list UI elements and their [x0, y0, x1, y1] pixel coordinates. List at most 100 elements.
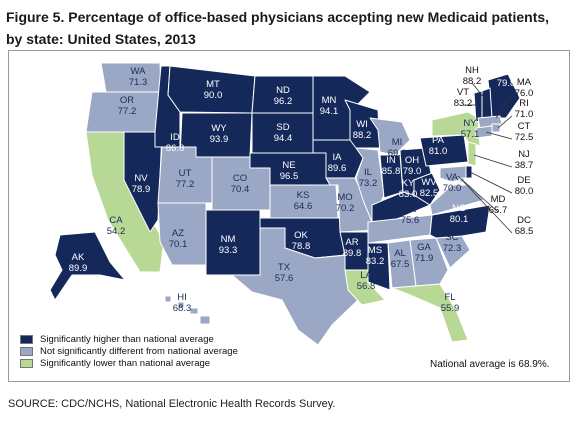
state-abbr-sd: SD — [276, 122, 289, 133]
state-abbr-mo: MO — [337, 192, 352, 203]
state-nh — [481, 87, 493, 121]
legend-swatch-not-different — [20, 346, 33, 356]
state-value-tn: 75.6 — [401, 215, 420, 226]
state-abbr-ks: KS — [297, 190, 310, 201]
state-abbr-nm: NM — [221, 234, 236, 245]
state-abbr-tx: TX — [278, 262, 291, 273]
state-tx — [231, 227, 359, 346]
state-abbr-ri: RI — [519, 98, 529, 109]
state-ak — [49, 231, 126, 301]
state-label-nd: ND 96.2 — [274, 85, 293, 107]
state-az — [157, 202, 207, 266]
state-value-fl: 55.9 — [441, 303, 460, 314]
state-value-mo: 70.2 — [336, 203, 355, 214]
state-label-ca: CA 54.2 — [107, 215, 126, 237]
state-label-vt: VT 83.2 — [454, 87, 473, 109]
state-abbr-nh: NH — [465, 65, 479, 76]
state-label-ia: IA 89.6 — [328, 152, 347, 174]
state-fl — [391, 283, 469, 343]
state-abbr-al: AL — [394, 248, 406, 259]
state-label-ma: MA 76.0 — [515, 77, 534, 99]
state-abbr-ar: AR — [345, 237, 358, 248]
state-value-nd: 96.2 — [274, 96, 293, 107]
state-label-nm: NM 93.3 — [219, 234, 238, 256]
state-abbr-va: VA — [446, 172, 459, 183]
state-value-nh: 88.2 — [463, 76, 482, 87]
state-label-ga: GA 71.9 — [415, 242, 434, 264]
state-ms — [367, 242, 391, 291]
state-label-mt: MT 90.0 — [204, 79, 223, 101]
state-label-az: AZ 70.1 — [169, 228, 188, 250]
state-value-ms: 83.2 — [366, 256, 385, 267]
state-abbr-or: OR — [120, 95, 134, 106]
state-label-id: ID 86.8 — [166, 132, 185, 154]
state-value-ia: 89.6 — [328, 163, 347, 174]
state-labels: WA 71.3OR 77.2CA 54.2NV 78.9ID 86.8MT 90.0WY 93… — [69, 65, 534, 314]
state-abbr-az: AZ — [172, 228, 184, 239]
legend: Significantly higher than national avera… — [20, 333, 238, 369]
state-label-ks: KS 64.6 — [294, 190, 313, 212]
state-value-pa: 81.0 — [429, 146, 448, 157]
state-value-ny: 57.1 — [461, 129, 480, 140]
state-ga — [409, 237, 449, 287]
state-value-ca: 54.2 — [107, 226, 126, 237]
state-ri — [491, 123, 501, 133]
legend-label-lower: Significantly lower than national averag… — [40, 357, 211, 369]
state-label-hi: HI 68.3 — [173, 292, 192, 314]
state-label-ct: CT 72.5 — [515, 121, 534, 143]
state-value-me: 79.8 — [497, 78, 516, 89]
state-value-wi: 88.2 — [353, 130, 372, 141]
state-value-ga: 71.9 — [415, 253, 434, 264]
state-value-ct: 72.5 — [515, 132, 534, 143]
state-label-me: ME 79.8 — [497, 67, 516, 89]
state-value-or: 77.2 — [118, 106, 137, 117]
figure-title: Figure 5. Percentage of office-based phy… — [6, 9, 550, 47]
state-abbr-ia: IA — [333, 152, 343, 163]
state-value-nm: 93.3 — [219, 245, 238, 256]
state-abbr-wi: WI — [356, 119, 368, 130]
state-label-ms: MS 83.2 — [366, 245, 385, 267]
state-value-ri: 71.0 — [515, 109, 534, 120]
state-label-de: DE 80.0 — [515, 175, 534, 197]
legend-label-not-different: Not significantly different from nationa… — [40, 345, 238, 357]
state-value-wa: 71.3 — [129, 77, 148, 88]
state-value-mt: 90.0 — [204, 90, 223, 101]
state-abbr-oh: OH — [405, 155, 419, 166]
state-label-pa: PA 81.0 — [429, 135, 448, 157]
state-abbr-hi: HI — [177, 292, 187, 303]
state-ct — [475, 125, 493, 139]
state-label-ar: AR 89.8 — [343, 237, 362, 259]
state-abbr-de: DE — [517, 175, 530, 186]
state-label-la: LA 56.8 — [357, 270, 376, 292]
state-value-va: 70.0 — [443, 183, 462, 194]
state-value-md: 65.7 — [489, 205, 508, 216]
state-abbr-wa: WA — [131, 66, 147, 77]
state-abbr-mt: MT — [206, 79, 220, 90]
state-value-ut: 77.2 — [176, 179, 195, 190]
legend-swatch-lower — [20, 358, 33, 368]
callout-line-ri — [497, 115, 513, 129]
state-label-tn: TN 75.6 — [401, 204, 420, 226]
state-abbr-wy: WY — [211, 123, 227, 134]
state-label-mn: MN 94.1 — [320, 95, 339, 117]
state-abbr-me: ME — [499, 67, 513, 78]
state-value-dc: 68.5 — [515, 226, 534, 237]
state-abbr-ma: MA — [517, 77, 532, 88]
state-de — [465, 165, 473, 179]
state-label-ne: NE 96.5 — [280, 160, 299, 182]
state-abbr-nc: NC — [452, 203, 466, 214]
callout-line-ct — [485, 131, 513, 140]
state-label-mi: MI 69.6 — [388, 137, 407, 159]
state-abbr-id: ID — [170, 132, 180, 143]
state-shapes — [49, 62, 521, 346]
state-value-oh: 79.0 — [403, 166, 422, 177]
national-average-note: National average is 68.9%. — [430, 359, 550, 370]
state-abbr-ut: UT — [179, 168, 192, 179]
state-value-mn: 94.1 — [320, 106, 339, 117]
state-value-hi: 68.3 — [173, 303, 192, 314]
state-abbr-nd: ND — [276, 85, 290, 96]
state-label-co: CO 70.4 — [231, 173, 250, 195]
state-value-nv: 78.9 — [132, 184, 151, 195]
state-abbr-ok: OK — [294, 230, 308, 241]
state-value-ok: 78.8 — [292, 241, 311, 252]
